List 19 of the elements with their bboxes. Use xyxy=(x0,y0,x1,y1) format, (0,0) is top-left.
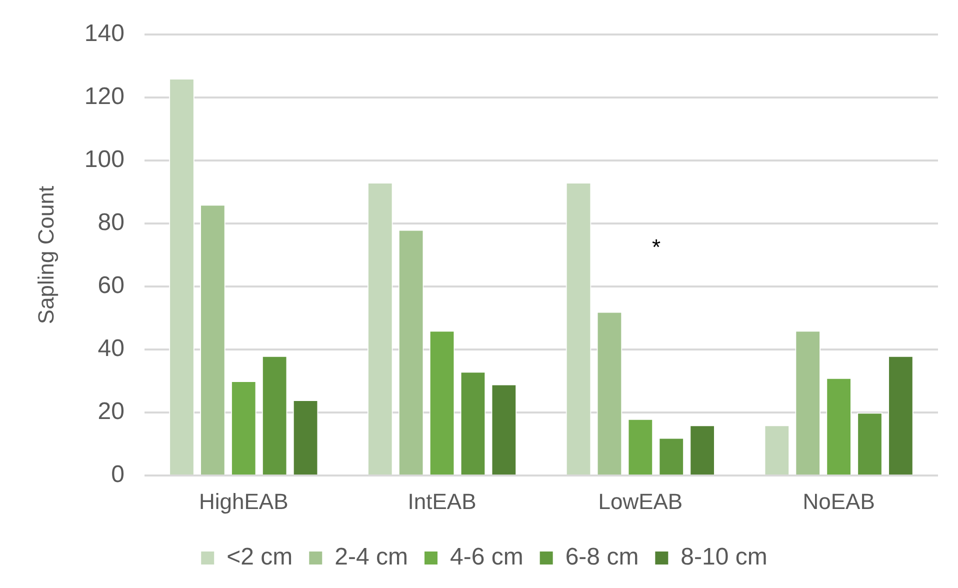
legend-label: <2 cm xyxy=(226,544,293,571)
x-tick-label: HighEAB xyxy=(198,488,288,514)
y-tick-label: 80 xyxy=(98,209,124,236)
y-tick-label: 40 xyxy=(98,335,124,362)
legend-label: 8-10 cm xyxy=(680,544,768,571)
legend-label: 2-4 cm xyxy=(334,544,408,571)
legend-label: 4-6 cm xyxy=(450,544,524,571)
legend-label: 6-8 cm xyxy=(565,544,639,571)
x-tick-label: NoEAB xyxy=(802,488,875,514)
y-tick-label: 0 xyxy=(111,461,124,488)
y-tick-label: 20 xyxy=(98,398,124,426)
y-tick-label: 120 xyxy=(84,83,124,110)
y-tick-label: 60 xyxy=(98,272,124,300)
y-tick-label: 100 xyxy=(84,146,124,174)
y-tick-label: 140 xyxy=(84,20,124,48)
y-axis-title: Sapling Count xyxy=(33,186,58,324)
x-tick-label: IntEAB xyxy=(408,488,476,514)
x-tick-label: LowEAB xyxy=(598,488,683,514)
annotation: * xyxy=(652,234,662,260)
